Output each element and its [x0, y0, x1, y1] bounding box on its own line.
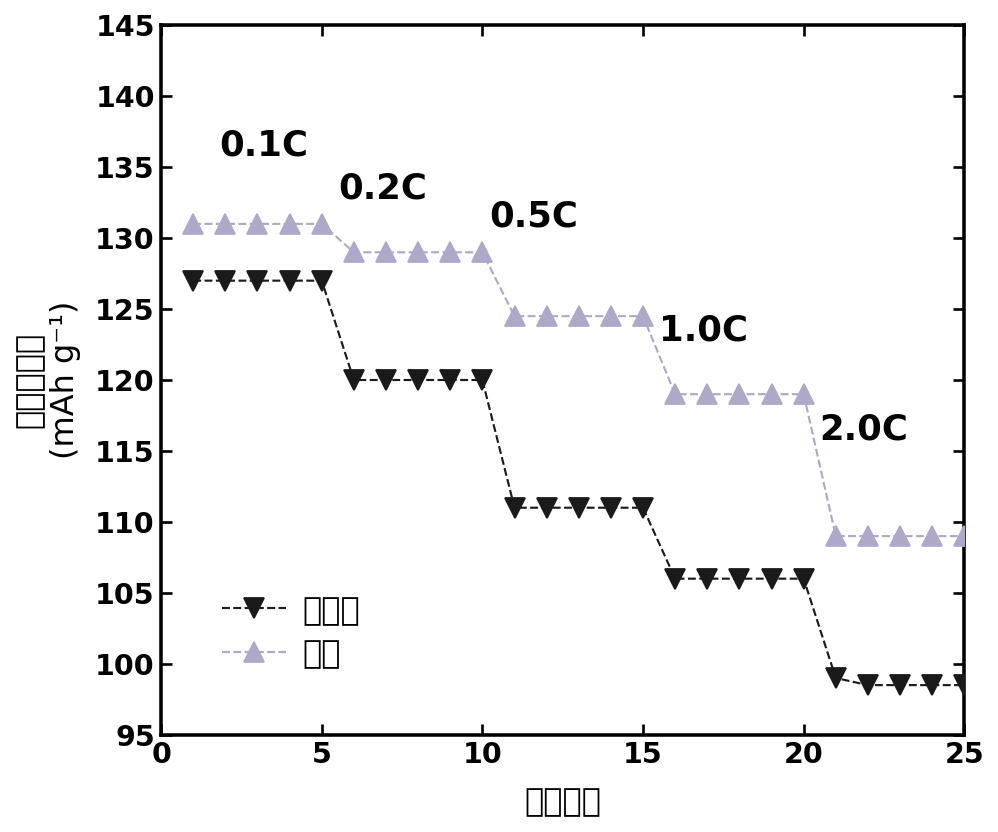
未包覆 [251, 275, 263, 285]
未包覆 [541, 503, 553, 513]
包覆 [412, 247, 424, 257]
未包覆 [605, 503, 617, 513]
未包覆 [669, 574, 681, 584]
包覆 [251, 219, 263, 229]
Text: 2.0C: 2.0C [819, 413, 908, 447]
包覆 [734, 389, 746, 399]
X-axis label: 循环次数: 循环次数 [524, 787, 601, 818]
Y-axis label: 放电比容量
(mAh g⁻¹): 放电比容量 (mAh g⁻¹) [14, 301, 81, 459]
包覆 [380, 247, 392, 257]
包覆 [188, 219, 200, 229]
包覆 [893, 531, 905, 541]
包覆 [797, 389, 809, 399]
包覆 [861, 531, 873, 541]
未包覆 [573, 503, 585, 513]
未包覆 [734, 574, 746, 584]
包覆 [476, 247, 488, 257]
包覆 [508, 311, 520, 321]
未包覆 [188, 275, 200, 285]
包覆 [605, 311, 617, 321]
包覆 [926, 531, 938, 541]
包覆 [573, 311, 585, 321]
Text: 0.1C: 0.1C [219, 129, 307, 163]
包覆 [541, 311, 553, 321]
包覆 [958, 531, 970, 541]
未包覆 [829, 673, 841, 683]
Legend: 未包覆, 包覆: 未包覆, 包覆 [210, 583, 372, 683]
Line: 包覆: 包覆 [184, 214, 974, 546]
包覆 [283, 219, 295, 229]
未包覆 [380, 375, 392, 385]
未包覆 [765, 574, 777, 584]
未包覆 [220, 275, 232, 285]
包覆 [347, 247, 359, 257]
包覆 [669, 389, 681, 399]
包覆 [315, 219, 327, 229]
包覆 [444, 247, 456, 257]
未包覆 [926, 680, 938, 690]
未包覆 [315, 275, 327, 285]
未包覆 [861, 680, 873, 690]
Line: 未包覆: 未包覆 [184, 271, 974, 695]
未包覆 [347, 375, 359, 385]
Text: 0.5C: 0.5C [489, 200, 578, 234]
包覆 [637, 311, 649, 321]
未包覆 [637, 503, 649, 513]
包覆 [220, 219, 232, 229]
未包覆 [797, 574, 809, 584]
未包覆 [283, 275, 295, 285]
未包覆 [444, 375, 456, 385]
未包覆 [412, 375, 424, 385]
包覆 [765, 389, 777, 399]
未包覆 [958, 680, 970, 690]
未包覆 [893, 680, 905, 690]
未包覆 [476, 375, 488, 385]
Text: 0.2C: 0.2C [337, 171, 426, 206]
包覆 [701, 389, 713, 399]
Text: 1.0C: 1.0C [659, 314, 748, 347]
未包覆 [508, 503, 520, 513]
未包覆 [701, 574, 713, 584]
包覆 [829, 531, 841, 541]
